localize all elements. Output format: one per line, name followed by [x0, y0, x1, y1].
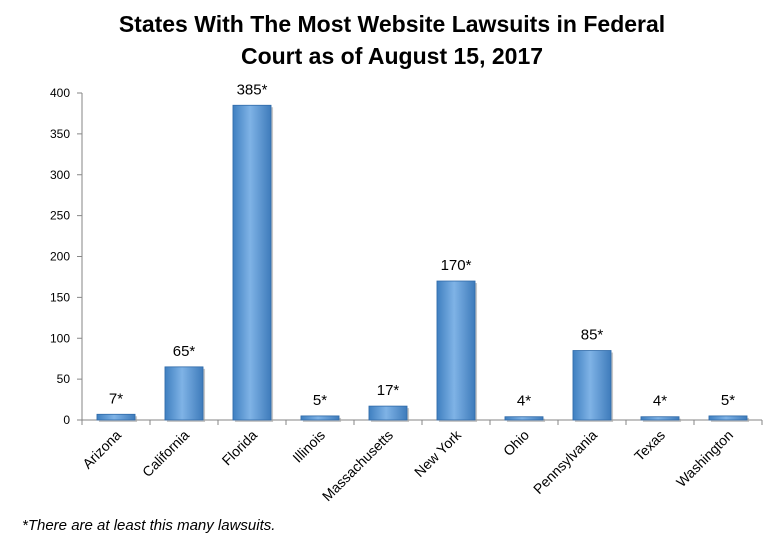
footnote: *There are at least this many lawsuits. — [22, 517, 276, 534]
y-tick-label: 200 — [50, 250, 70, 264]
value-label: 170* — [441, 257, 472, 274]
value-label: 17* — [377, 382, 400, 399]
category-label: Illinois — [289, 427, 328, 466]
y-tick-label: 150 — [50, 290, 70, 304]
bar-ohio — [504, 416, 544, 421]
y-tick-label: 400 — [50, 86, 70, 100]
bar-washington — [708, 415, 748, 421]
bar-texas — [640, 416, 680, 421]
value-label: 65* — [173, 343, 196, 360]
chart-title: States With The Most Website Lawsuits in… — [0, 8, 784, 72]
chart-title-line-1: States With The Most Website Lawsuits in… — [118, 11, 666, 37]
y-tick-label: 350 — [50, 127, 70, 141]
category-label: New York — [411, 426, 465, 480]
value-label: 5* — [313, 392, 327, 409]
category-label: Texas — [631, 427, 668, 464]
category-label: Arizona — [79, 427, 124, 472]
bar-illinois — [300, 415, 340, 421]
category-label: Washington — [673, 427, 736, 490]
value-label: 4* — [517, 393, 531, 410]
value-label: 7* — [109, 390, 123, 407]
chart-title-line-2: Court as of August 15, 2017 — [240, 43, 544, 69]
bar-massachusetts — [368, 405, 408, 421]
chart-axes: 0 50 100 150 200 250 300 350 400 — [50, 86, 763, 427]
bar-pennsylvania — [572, 350, 612, 421]
bars-group — [96, 104, 750, 422]
y-tick-label: 50 — [57, 372, 71, 386]
category-label: Ohio — [500, 427, 532, 459]
bar-arizona — [96, 413, 136, 421]
bar-california — [164, 366, 204, 421]
y-tick-label: 0 — [63, 413, 70, 427]
value-label: 5* — [721, 392, 735, 409]
labels-group: 7* Arizona 65* California 385* Florida 5* Illin… — [79, 81, 736, 504]
bar-florida — [232, 104, 272, 421]
value-label: 4* — [653, 393, 667, 410]
category-label: Massachusetts — [319, 427, 396, 504]
value-label: 85* — [581, 327, 604, 344]
bar-new-york — [436, 280, 476, 421]
y-tick-label: 100 — [50, 331, 70, 345]
category-label: Pennsylvania — [530, 427, 600, 497]
y-tick-label: 250 — [50, 209, 70, 223]
y-tick-label: 300 — [50, 168, 70, 182]
category-label: Florida — [219, 427, 261, 469]
value-label: 385* — [237, 81, 268, 98]
category-label: California — [139, 427, 192, 480]
